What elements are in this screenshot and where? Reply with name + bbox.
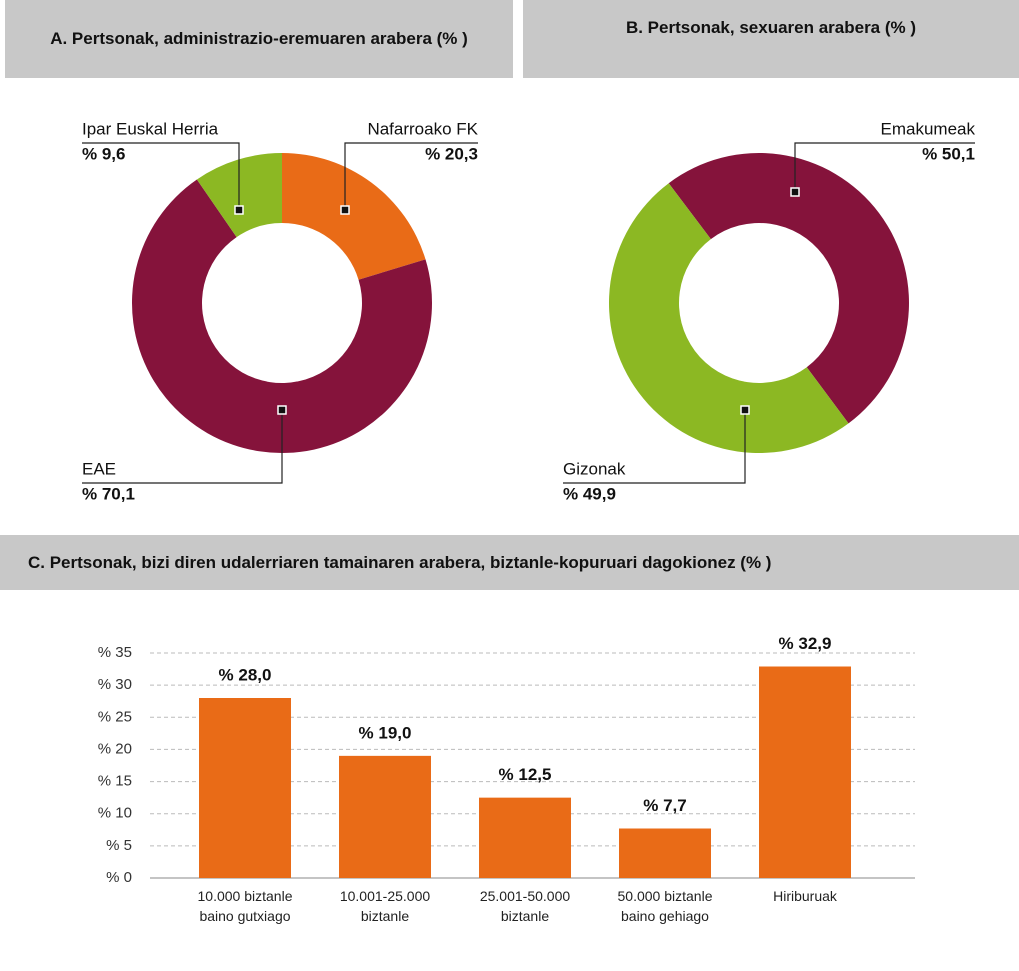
leader-line: [344, 142, 478, 210]
donut-slice: [282, 153, 426, 280]
panel-title: C. Pertsonak, bizi diren udalerriaren ta…: [0, 535, 1019, 590]
bar-value-label: % 7,7: [643, 796, 686, 815]
slice-label: EAE: [82, 459, 116, 478]
y-tick-label: % 20: [98, 740, 132, 757]
y-tick-label: % 35: [98, 644, 132, 661]
bar: [479, 797, 571, 878]
leader-line: [794, 142, 975, 192]
slice-label: Emakumeak: [881, 119, 976, 138]
donut-slice: [608, 183, 849, 454]
slice-value-label: % 9,6: [82, 144, 125, 163]
bar-value-label: % 19,0: [359, 723, 412, 742]
x-tick-label: 25.001-50.000 biztanle: [479, 888, 571, 924]
y-tick-label: % 0: [106, 869, 132, 886]
leader-line: [82, 410, 283, 484]
y-tick-label: % 15: [98, 773, 132, 790]
slice-value-label: % 70,1: [82, 484, 135, 503]
slice-label: Ipar Euskal Herria: [82, 119, 219, 138]
donut-slice: [132, 179, 432, 454]
panel-title: A. Pertsonak, administrazio-eremuaren ar…: [5, 0, 513, 78]
panel-title: B. Pertsonak, sexuaren arabera (% ): [523, 0, 1019, 78]
x-tick-label: 50.000 biztanle baino gehiago: [617, 888, 713, 924]
slice-label: Gizonak: [563, 459, 626, 478]
leader-marker: [790, 187, 800, 197]
y-tick-label: % 25: [98, 708, 132, 725]
leader-marker: [234, 205, 244, 215]
bar-value-label: % 28,0: [219, 665, 272, 684]
slice-value-label: % 49,9: [563, 484, 616, 503]
bar-value-label: % 12,5: [499, 765, 552, 784]
y-tick-label: % 5: [106, 837, 132, 854]
x-tick-label: 10.000 biztanle baino gutxiago: [197, 888, 293, 924]
bar-value-label: % 32,9: [779, 634, 832, 653]
slice-label: Nafarroako FK: [367, 119, 478, 138]
leader-marker: [340, 205, 350, 215]
x-tick-label: Hiriburuak: [773, 888, 837, 904]
y-tick-label: % 10: [98, 805, 132, 822]
bar: [759, 666, 851, 878]
y-tick-label: % 30: [98, 676, 132, 693]
bar: [339, 755, 431, 878]
slice-value-label: % 20,3: [425, 144, 478, 163]
slice-value-label: % 50,1: [922, 144, 975, 163]
leader-line: [82, 142, 240, 210]
donut-slice: [668, 153, 909, 424]
x-tick-label: 10.001-25.000 biztanle: [339, 888, 431, 924]
bar: [619, 828, 711, 878]
leader-marker: [740, 405, 750, 415]
leader-marker: [277, 405, 287, 415]
bar: [199, 698, 291, 878]
leader-line: [563, 410, 746, 484]
